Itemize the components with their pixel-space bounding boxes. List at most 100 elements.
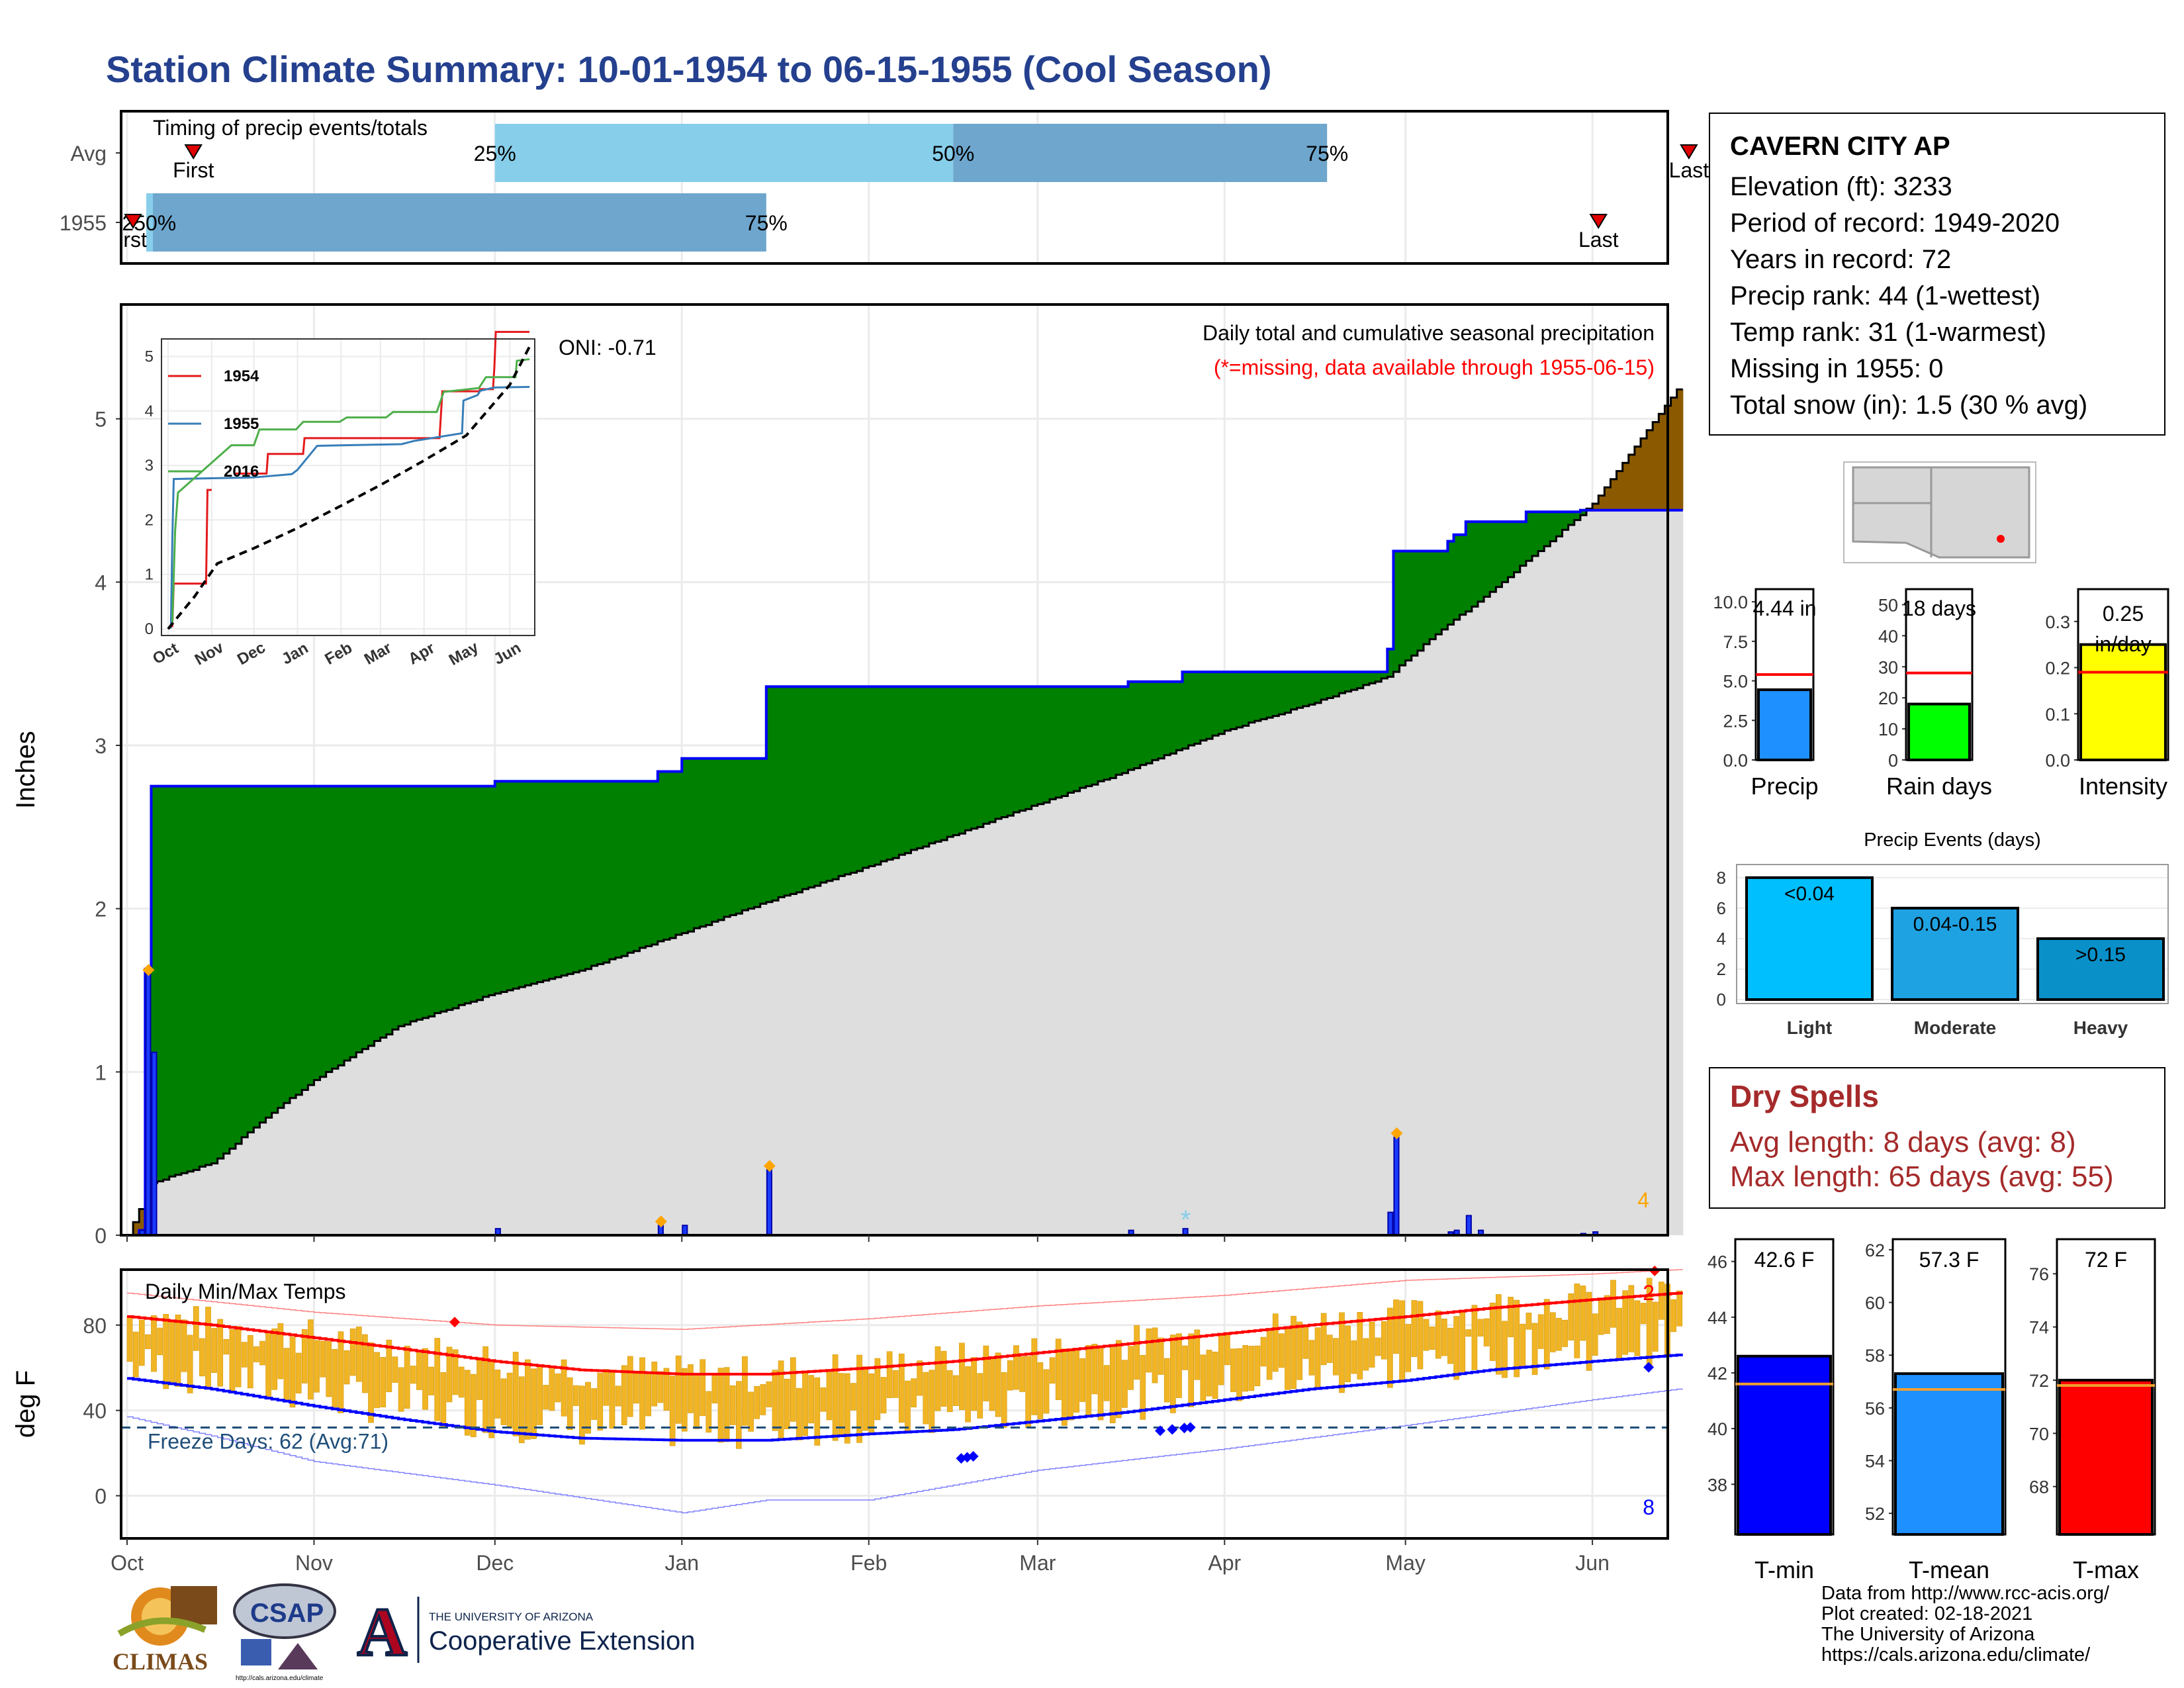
- temp-daily-bar: [1598, 1298, 1604, 1335]
- precip-ytick-label: 2: [95, 898, 107, 921]
- tsummary-bar-t-min: [1737, 1354, 1832, 1536]
- temp-daily-bar: [772, 1370, 778, 1431]
- temp-daily-bar: [995, 1352, 1001, 1417]
- precip-normal-fill: [350, 1057, 357, 1235]
- temp-daily-bar: [1272, 1313, 1279, 1372]
- precip-normal-fill: [1182, 748, 1189, 1235]
- temp-daily-bar: [760, 1384, 766, 1415]
- temp-daily-bar: [1381, 1321, 1387, 1360]
- precip-anomaly-fill: [1218, 672, 1225, 734]
- precip-normal-fill: [356, 1052, 363, 1235]
- temp-daily-bar: [446, 1346, 453, 1403]
- temp-daily-bar: [1628, 1285, 1635, 1352]
- precip-anomaly-fill: [1104, 686, 1111, 780]
- events-ytick-label: 8: [1717, 868, 1726, 888]
- precip-anomaly-fill: [1122, 686, 1129, 773]
- temp-daily-bar: [923, 1372, 929, 1425]
- precip-anomaly-fill: [1327, 672, 1334, 698]
- precip-normal-fill: [253, 1127, 261, 1235]
- precip-anomaly-fill: [1574, 512, 1581, 520]
- tsummary-ytick-label: 68: [2029, 1477, 2049, 1497]
- precip-anomaly-fill: [1297, 672, 1304, 708]
- temp-daily-bar: [694, 1374, 700, 1429]
- precip-anomaly-fill: [1544, 512, 1551, 547]
- temp-daily-bar: [1079, 1358, 1086, 1402]
- credits: Data from http://www.rcc-acis.org/ Plot …: [1821, 1583, 2109, 1665]
- temp-daily-bar: [362, 1334, 368, 1393]
- precip-anomaly-fill: [802, 686, 809, 890]
- temp-daily-bar: [820, 1387, 827, 1412]
- tsummary-ytick-label: 62: [1865, 1241, 1885, 1260]
- temp-daily-bar: [506, 1372, 513, 1429]
- precip-normal-fill: [1544, 546, 1551, 1235]
- precip-anomaly-fill: [356, 786, 363, 1053]
- temp-daily-bar: [1085, 1344, 1092, 1416]
- logo-area: CLIMAS CSAP http://cals.arizona.edu/clim…: [106, 1583, 741, 1686]
- precip-anomaly-fill: [151, 786, 158, 1184]
- temp-daily-bar: [151, 1315, 157, 1372]
- temp-daily-bar: [416, 1352, 422, 1390]
- precip-anomaly-fill: [253, 786, 261, 1128]
- temp-daily-bar: [1531, 1323, 1538, 1375]
- precip-normal-fill: [1013, 812, 1021, 1235]
- precip-normal-fill: [947, 837, 954, 1235]
- temp-xtick-label: Nov: [295, 1551, 333, 1575]
- precip-normal-fill: [199, 1166, 206, 1235]
- temp-daily-bar: [977, 1373, 983, 1419]
- temp-daily-bar: [332, 1348, 338, 1408]
- temp-record-low-marker: [1643, 1362, 1655, 1373]
- temp-daily-bar: [1634, 1300, 1641, 1356]
- precip-anomaly-fill: [199, 786, 206, 1167]
- temp-daily-bar: [766, 1381, 772, 1407]
- precip-anomaly-fill: [459, 786, 465, 1006]
- precip-normal-fill: [1381, 678, 1388, 1235]
- precip-normal-fill: [1520, 565, 1527, 1235]
- timing-year-first-label: rst: [123, 228, 147, 252]
- precip-anomaly-fill: [1345, 672, 1352, 692]
- precip-anomaly-fill: [1634, 446, 1641, 510]
- tsummary-value-label: 72 F: [2085, 1248, 2127, 1272]
- precip-normal-fill: [645, 946, 653, 1235]
- temp-daily-bar: [187, 1335, 193, 1393]
- summary-bar-intensity: [2079, 643, 2167, 761]
- precip-anomaly-fill: [302, 786, 308, 1090]
- precip-panel-border: [120, 303, 1669, 1237]
- precip-anomaly-fill: [989, 686, 996, 822]
- tsummary-ytick-label: 74: [2029, 1318, 2049, 1338]
- precip-normal-fill: [1369, 683, 1376, 1235]
- temp-daily-bar: [983, 1345, 989, 1401]
- precip-normal-fill: [1128, 770, 1135, 1235]
- precip-normal-fill: [217, 1158, 224, 1235]
- temp-daily-bar: [1314, 1327, 1321, 1388]
- precip-ytick-label: 1: [95, 1060, 107, 1084]
- temp-daily-bar: [482, 1346, 488, 1433]
- precip-anomaly-fill: [314, 786, 321, 1080]
- precip-normal-fill: [1604, 510, 1612, 1235]
- temp-daily-bar: [1339, 1312, 1345, 1393]
- temp-record-low-marker: [1185, 1422, 1196, 1433]
- precip-normal-fill: [941, 840, 948, 1235]
- timing-row-year: 1955: [60, 211, 107, 235]
- precip-anomaly-fill: [585, 781, 592, 969]
- precip-normal-fill: [597, 964, 604, 1235]
- events-ytick-label: 6: [1717, 898, 1726, 918]
- temp-daily-bar: [1514, 1299, 1520, 1378]
- precip-normal-fill: [923, 846, 930, 1235]
- temp-daily-bar: [1622, 1290, 1629, 1355]
- summary-ytick-label: 0.0: [2045, 751, 2070, 771]
- precip-anomaly-fill: [296, 786, 302, 1095]
- precip-normal-fill: [1116, 774, 1123, 1235]
- precip-anomaly-fill: [730, 758, 737, 915]
- temp-daily-bar: [1496, 1294, 1502, 1375]
- precip-anomaly-fill: [1194, 672, 1201, 744]
- precip-anomaly-fill: [271, 786, 279, 1113]
- precip-normal-fill: [856, 870, 864, 1235]
- precip-normal-fill: [850, 872, 858, 1235]
- events-ytick-label: 0: [1717, 990, 1726, 1009]
- precip-anomaly-fill: [1285, 672, 1292, 713]
- precip-normal-fill: [1200, 740, 1207, 1235]
- precip-normal-fill: [1110, 778, 1116, 1235]
- precip-anomaly-fill: [1085, 686, 1093, 786]
- precip-anomaly-fill: [917, 686, 924, 849]
- timing-year-bar-early: [146, 193, 154, 252]
